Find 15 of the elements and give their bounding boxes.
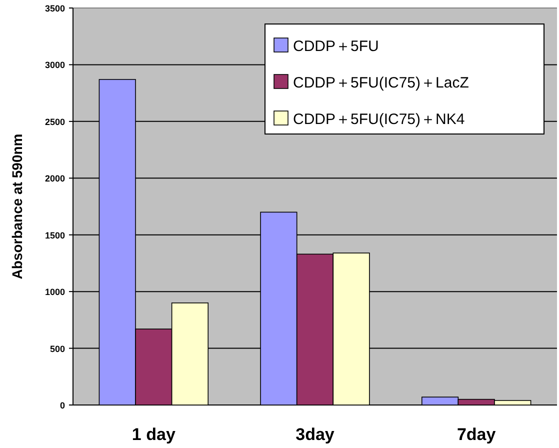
y-tick-label: 3000 <box>44 60 65 70</box>
x-tick-label: 7day <box>456 425 496 444</box>
y-tick-label: 0 <box>60 400 65 410</box>
legend-label: CDDP＋5FU(IC75)＋LacZ <box>293 74 469 92</box>
x-tick-label: 1 day <box>132 425 176 444</box>
y-tick-label: 1500 <box>44 230 65 240</box>
y-tick-label: 1000 <box>44 287 65 298</box>
y-tick-label: 3500 <box>44 4 65 14</box>
legend-label: CDDP＋5FU(IC75)＋NK4 <box>293 111 465 128</box>
y-tick-label: 500 <box>50 344 65 354</box>
y-tick-label: 2000 <box>44 174 65 184</box>
y-axis-title: Absorbance at 590nm <box>9 134 25 280</box>
x-tick-label: 3day <box>296 425 335 444</box>
legend-label: CDDP＋5FU <box>293 38 379 55</box>
y-tick-label: 2500 <box>44 116 65 127</box>
